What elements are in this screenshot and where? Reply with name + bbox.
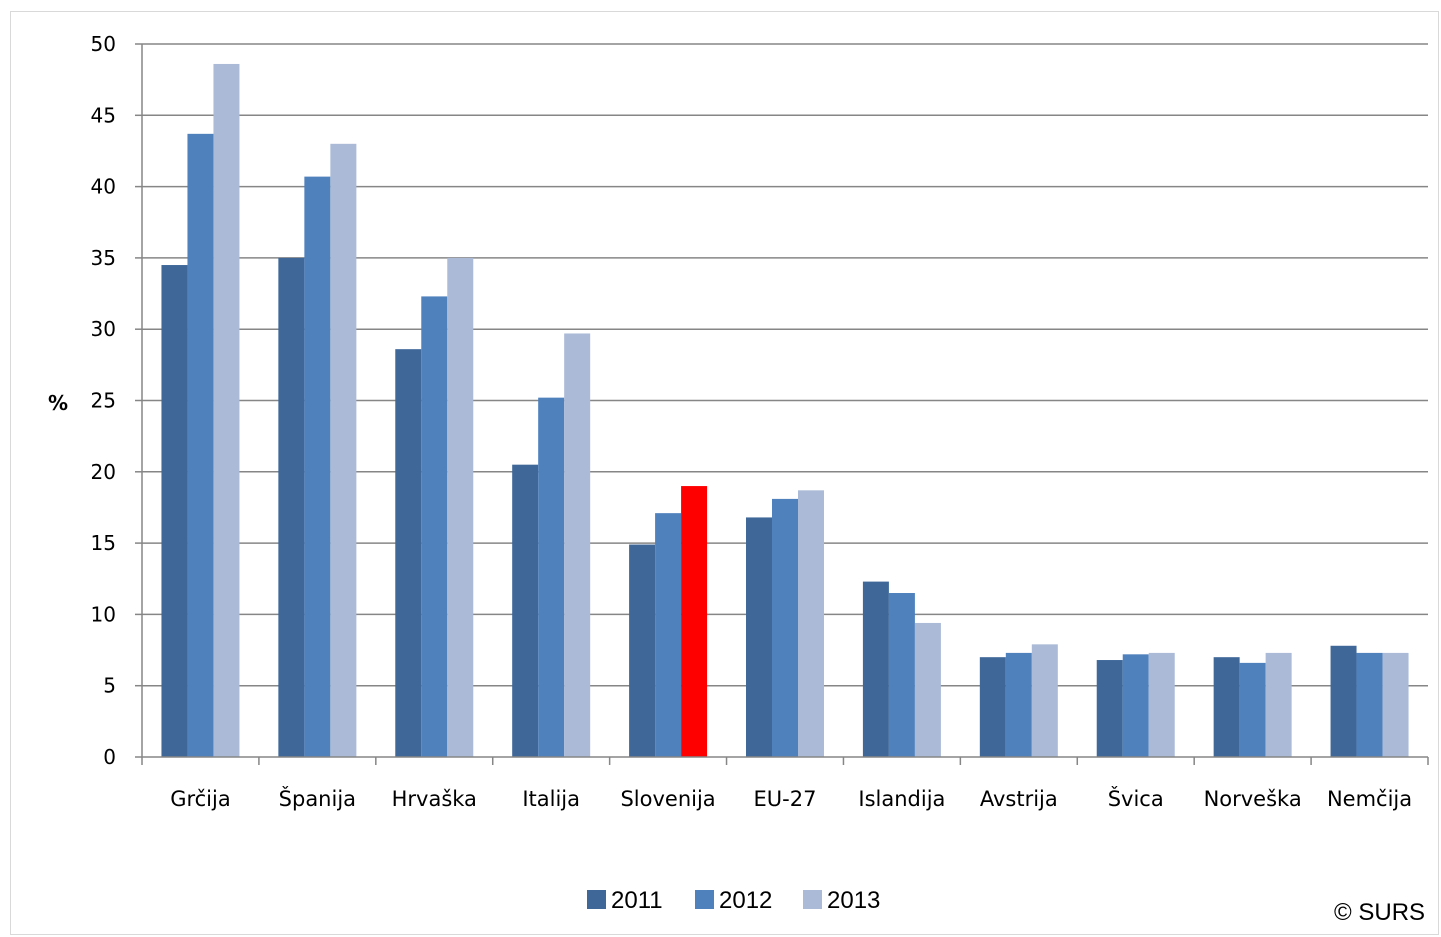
y-tick-label: 25 bbox=[91, 389, 116, 413]
copyright-note: © SURS bbox=[1334, 899, 1425, 926]
legend-label-2013: 2013 bbox=[827, 887, 880, 914]
x-tick-label: Grčija bbox=[170, 787, 231, 811]
y-tick-label: 35 bbox=[91, 246, 116, 270]
bar-islandija-2012 bbox=[888, 593, 915, 757]
bar-španija-2013 bbox=[330, 143, 357, 757]
bar-avstrija-2012 bbox=[1005, 652, 1032, 757]
bar-islandija-2011 bbox=[862, 581, 889, 757]
bar-grčija-2011 bbox=[161, 265, 188, 757]
bar-nemčija-2013 bbox=[1382, 652, 1409, 757]
legend-label-2011: 2011 bbox=[611, 887, 663, 914]
bar-hrvaška-2013 bbox=[447, 257, 474, 757]
bar-nemčija-2012 bbox=[1356, 652, 1383, 757]
bars bbox=[161, 63, 1409, 758]
x-tick-label: Nemčija bbox=[1327, 787, 1412, 811]
bar-grčija-2013 bbox=[213, 63, 240, 758]
bar-italija-2013 bbox=[564, 333, 591, 757]
bar-švica-2012 bbox=[1122, 654, 1149, 757]
x-tick-label: Hrvaška bbox=[392, 787, 477, 811]
bar-švica-2013 bbox=[1148, 652, 1175, 757]
bar-hrvaška-2011 bbox=[395, 349, 422, 757]
bar-norveška-2013 bbox=[1265, 652, 1292, 757]
y-tick-label: 20 bbox=[91, 460, 116, 484]
bar-eu-27-2013 bbox=[798, 490, 824, 757]
bar-norveška-2012 bbox=[1239, 662, 1266, 757]
legend-swatch-2011 bbox=[587, 890, 606, 909]
y-tick-label: 5 bbox=[103, 674, 116, 698]
y-tick-label: 40 bbox=[91, 175, 116, 199]
y-tick-label: 10 bbox=[91, 602, 116, 626]
x-tick-label: Avstrija bbox=[980, 787, 1058, 811]
legend: 2011 2012 2013 bbox=[587, 887, 880, 914]
y-tick-labels: 0 5 10 15 20 25 30 35 40 45 50 bbox=[91, 32, 142, 769]
x-tick-label: Švica bbox=[1108, 786, 1164, 811]
x-tick-label: Islandija bbox=[858, 787, 945, 811]
bar-španija-2011 bbox=[278, 257, 305, 757]
x-tick-label: Norveška bbox=[1204, 787, 1302, 811]
x-tick-label: Španija bbox=[279, 786, 356, 811]
bar-eu-27-2011 bbox=[746, 517, 772, 757]
bar-slovenija-2012 bbox=[655, 513, 682, 757]
chart-frame bbox=[10, 11, 1439, 935]
bar-islandija-2013 bbox=[914, 622, 941, 757]
bar-slovenija-2013 bbox=[681, 486, 708, 757]
bar-švica-2011 bbox=[1096, 660, 1123, 757]
bar-avstrija-2013 bbox=[1031, 644, 1058, 757]
bar-avstrija-2011 bbox=[979, 657, 1006, 757]
y-tick-label: 50 bbox=[91, 32, 116, 56]
bar-španija-2012 bbox=[304, 176, 331, 758]
bar-nemčija-2011 bbox=[1330, 645, 1357, 757]
x-tick-label: EU-27 bbox=[754, 787, 817, 811]
bar-italija-2012 bbox=[538, 397, 565, 757]
y-tick-label: 15 bbox=[91, 531, 116, 555]
bar-hrvaška-2012 bbox=[421, 296, 448, 757]
bar-italija-2011 bbox=[512, 464, 539, 757]
legend-label-2012: 2012 bbox=[719, 887, 772, 914]
bar-eu-27-2012 bbox=[772, 498, 798, 757]
y-tick-label: 0 bbox=[103, 745, 116, 769]
y-tick-label: 45 bbox=[91, 103, 116, 127]
legend-swatch-2013 bbox=[803, 890, 822, 909]
bar-norveška-2011 bbox=[1213, 657, 1240, 757]
legend-swatch-2012 bbox=[695, 890, 714, 909]
y-axis-label: % bbox=[48, 391, 68, 415]
bar-grčija-2012 bbox=[187, 133, 214, 757]
x-tick-label: Slovenija bbox=[620, 787, 715, 811]
x-tick-label: Italija bbox=[522, 787, 580, 811]
bar-slovenija-2011 bbox=[629, 544, 656, 757]
y-tick-label: 30 bbox=[91, 317, 116, 341]
x-tick-labels: Grčija Španija Hrvaška Italija Slovenija EU-2… bbox=[170, 786, 1412, 811]
